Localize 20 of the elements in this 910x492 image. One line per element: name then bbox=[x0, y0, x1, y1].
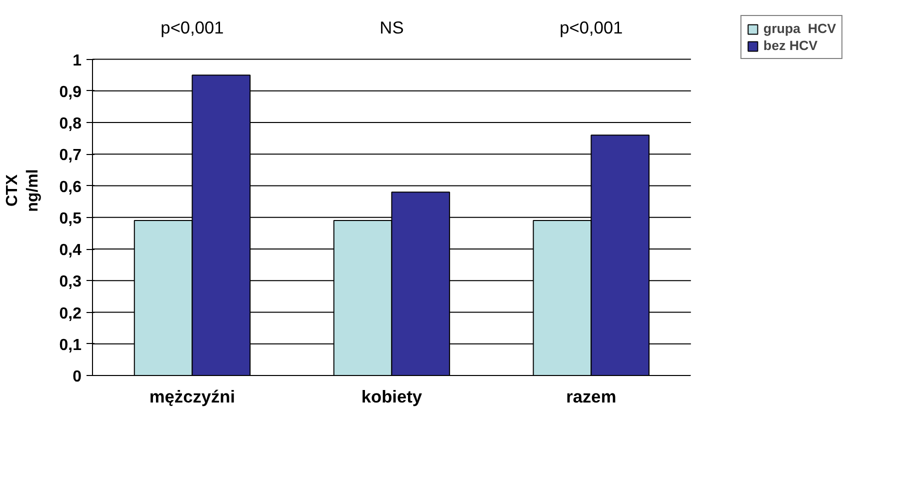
y-tick-label: 0,7 bbox=[59, 147, 82, 164]
y-tick-label: 0,1 bbox=[59, 336, 82, 354]
text: NS bbox=[380, 18, 404, 38]
y-axis-title: CTX ng/ml bbox=[4, 169, 42, 212]
y-tick-label: 0,8 bbox=[59, 116, 82, 133]
legend-label: grupa HCV bbox=[763, 21, 836, 36]
x-tick-label: kobiety bbox=[361, 386, 422, 406]
y-tick-label: 0 bbox=[72, 368, 82, 386]
y-tick-label: 0,4 bbox=[59, 242, 82, 260]
x-tick-label: razem bbox=[566, 386, 616, 406]
y-tick-label: 0,9 bbox=[59, 84, 82, 101]
y-tick-label: 1 bbox=[72, 52, 82, 70]
y-tick-label: 0,5 bbox=[59, 210, 82, 228]
text: p<0,001 bbox=[160, 18, 224, 38]
y-tick-label: 0,2 bbox=[59, 305, 82, 322]
legend-label: bez HCV bbox=[763, 38, 818, 53]
y-tick-label: 0,6 bbox=[59, 178, 82, 196]
y-tick-label: 0,3 bbox=[59, 274, 82, 291]
text: p<0,001 bbox=[560, 18, 623, 38]
x-tick-label: mężczyźni bbox=[149, 386, 236, 406]
